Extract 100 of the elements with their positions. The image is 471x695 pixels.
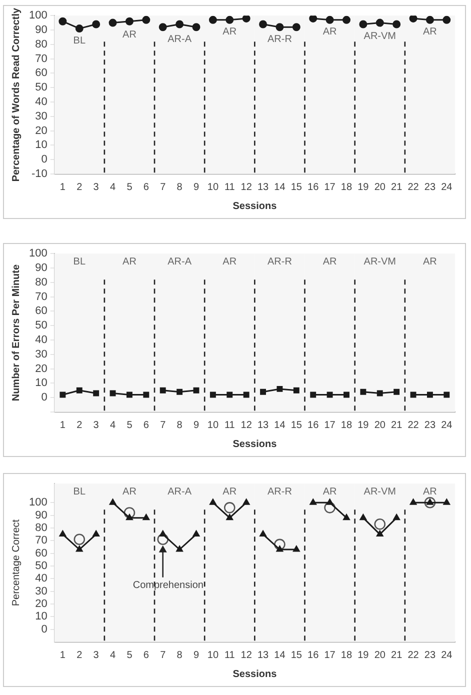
x-tick-label: 22 — [408, 420, 420, 431]
point — [359, 20, 368, 28]
point — [226, 16, 234, 24]
point — [157, 534, 169, 546]
point — [443, 498, 450, 505]
band-label: AR — [322, 256, 337, 268]
y-tick-label: 90 — [35, 509, 48, 522]
x-tick-label: 17 — [324, 650, 336, 661]
point — [326, 16, 334, 24]
point — [276, 545, 284, 552]
band-label: AR — [322, 26, 337, 38]
x-tick-label: 16 — [308, 650, 320, 661]
band-label: AR-A — [168, 256, 192, 268]
x-tick-label: 16 — [308, 420, 320, 431]
x-tick-label: 3 — [93, 650, 100, 661]
point — [76, 545, 83, 552]
x-tick-label: 13 — [257, 650, 270, 661]
y-tick-label: 10 — [35, 139, 48, 152]
y-tick-label: 80 — [35, 522, 48, 534]
x-tick-label: 9 — [193, 182, 200, 193]
x-tick-label: 3 — [93, 182, 100, 193]
x-tick-label: 1 — [60, 182, 66, 193]
point — [424, 496, 436, 508]
point — [176, 545, 184, 552]
x-tick-label: 18 — [340, 182, 352, 193]
x-tick-label: 3 — [93, 420, 100, 431]
y-tick-label: 20 — [35, 598, 48, 610]
x-tick-label: 2 — [76, 650, 83, 661]
x-tick-label: 24 — [441, 182, 453, 193]
x-tick-label: 21 — [391, 420, 403, 431]
y-tick-label: 40 — [35, 334, 48, 346]
x-tick-label: 17 — [324, 420, 336, 431]
y-tick-label: 40 — [35, 572, 48, 585]
point — [242, 498, 250, 505]
x-tick-label: 15 — [290, 420, 302, 431]
point — [242, 16, 250, 22]
band-label: AR — [122, 256, 136, 268]
x-tick-label: 12 — [240, 650, 252, 661]
band-label: AR — [222, 26, 237, 38]
y-axis-title: Percentage Correct — [10, 519, 22, 606]
point — [125, 17, 134, 26]
point — [409, 16, 418, 22]
band-label: AR-A — [168, 486, 192, 498]
x-tick-label: 24 — [441, 420, 453, 431]
x-tick-label: 21 — [391, 650, 403, 661]
x-tick-label: 5 — [126, 420, 133, 431]
x-tick-label: 23 — [424, 420, 436, 431]
y-tick-label: 30 — [35, 110, 48, 122]
y-tick-label: 70 — [35, 534, 48, 547]
x-tick-label: 20 — [374, 420, 386, 431]
band-label: AR-VM — [364, 256, 396, 268]
band-label: AR — [122, 486, 136, 498]
point — [292, 545, 300, 552]
band-label: AR-R — [267, 34, 292, 45]
x-tick-label: 19 — [358, 182, 370, 193]
x-tick-label: 12 — [240, 182, 252, 193]
band-label: AR — [423, 26, 437, 38]
band-label: BL — [73, 486, 86, 498]
y-tick-label: 60 — [35, 305, 48, 318]
y-tick-label: -10 — [31, 168, 48, 180]
point — [426, 16, 434, 24]
point — [374, 518, 386, 530]
point — [392, 20, 401, 28]
x-tick-label: 23 — [424, 650, 436, 661]
x-tick-label: 2 — [76, 182, 83, 193]
x-tick-label: 7 — [160, 420, 166, 431]
band-label: AR — [423, 486, 437, 498]
band-label: AR — [222, 486, 237, 498]
x-tick-label: 18 — [340, 650, 352, 661]
x-tick-label: 24 — [441, 650, 453, 661]
y-tick-label: 0 — [41, 392, 48, 404]
y-tick-label: 50 — [35, 82, 48, 94]
y-tick-label: 100 — [28, 10, 48, 22]
point — [192, 23, 200, 32]
point — [342, 16, 350, 24]
point — [309, 16, 318, 22]
point — [410, 498, 417, 505]
x-tick-label: 10 — [207, 420, 219, 431]
x-tick-label: 1 — [60, 650, 66, 661]
y-tick-label: 90 — [35, 24, 48, 36]
x-tick-label: 20 — [374, 650, 386, 661]
x-tick-label: 6 — [143, 420, 150, 431]
x-tick-label: 22 — [408, 650, 420, 661]
x-tick-label: 14 — [274, 182, 286, 193]
band-label: AR-A — [168, 34, 192, 45]
point — [192, 530, 200, 537]
point — [376, 530, 384, 537]
point — [176, 20, 184, 28]
x-tick-label: 15 — [290, 650, 302, 661]
x-tick-label: 8 — [176, 650, 183, 661]
point — [326, 498, 334, 505]
point — [360, 514, 367, 520]
band-label: AR-R — [267, 486, 292, 498]
x-tick-label: 5 — [126, 650, 133, 661]
point — [259, 530, 267, 537]
y-tick-label: 70 — [35, 52, 48, 65]
point — [142, 16, 150, 24]
x-tick-label: 12 — [240, 420, 252, 431]
point — [208, 16, 217, 24]
y-tick-label: 70 — [35, 290, 48, 303]
